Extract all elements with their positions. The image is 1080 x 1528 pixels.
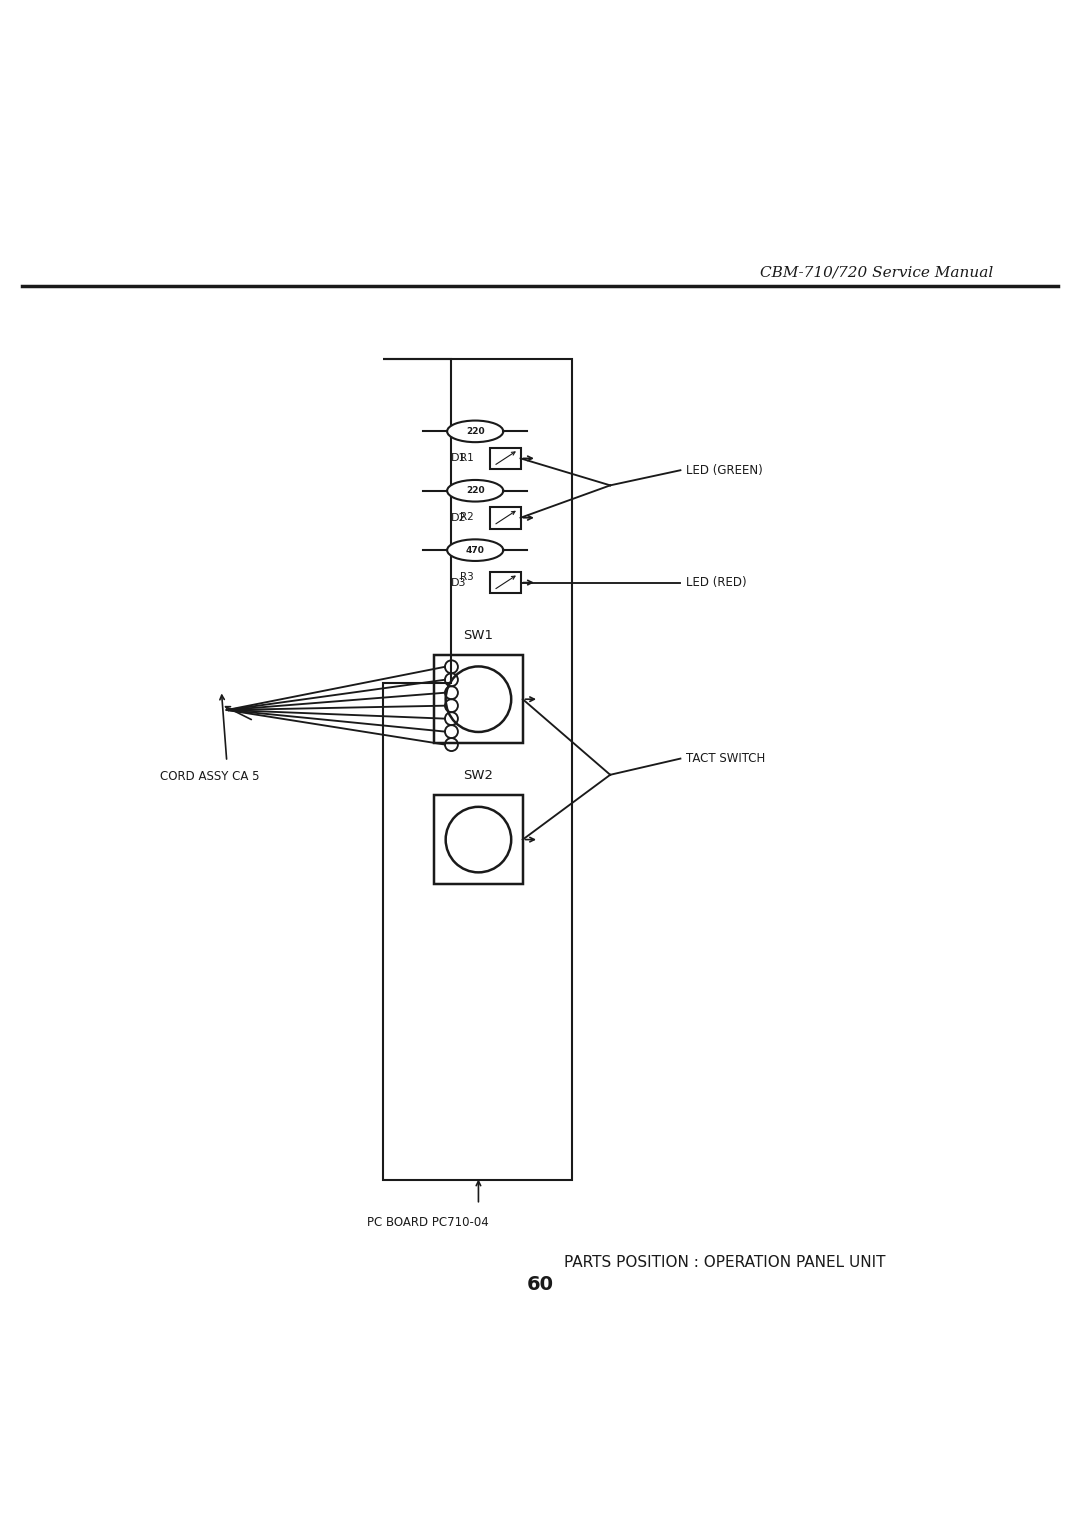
Text: R1: R1 xyxy=(460,452,473,463)
Bar xyxy=(490,507,521,529)
Text: LED (RED): LED (RED) xyxy=(686,576,746,590)
Ellipse shape xyxy=(447,539,503,561)
Ellipse shape xyxy=(447,420,503,442)
Text: R2: R2 xyxy=(460,512,473,523)
Text: D3: D3 xyxy=(451,578,467,588)
Text: CORD ASSY CA 5: CORD ASSY CA 5 xyxy=(160,770,259,784)
Text: PC BOARD PC710-04: PC BOARD PC710-04 xyxy=(367,1216,489,1230)
Bar xyxy=(490,571,521,593)
Text: CBM-710/720 Service Manual: CBM-710/720 Service Manual xyxy=(760,266,994,280)
Text: LED (GREEN): LED (GREEN) xyxy=(686,463,762,477)
Text: 60: 60 xyxy=(527,1274,554,1294)
Text: SW1: SW1 xyxy=(463,630,494,642)
Text: 220: 220 xyxy=(465,426,485,435)
Text: D2: D2 xyxy=(451,513,467,523)
Ellipse shape xyxy=(447,480,503,501)
Text: 470: 470 xyxy=(465,545,485,555)
Text: TACT SWITCH: TACT SWITCH xyxy=(686,752,765,766)
Text: 220: 220 xyxy=(465,486,485,495)
Bar xyxy=(490,448,521,469)
Text: D1: D1 xyxy=(451,454,467,463)
Text: R3: R3 xyxy=(460,571,473,582)
Text: PARTS POSITION : OPERATION PANEL UNIT: PARTS POSITION : OPERATION PANEL UNIT xyxy=(564,1256,886,1270)
Bar xyxy=(434,656,523,744)
Bar xyxy=(434,795,523,883)
Text: SW2: SW2 xyxy=(463,770,494,782)
